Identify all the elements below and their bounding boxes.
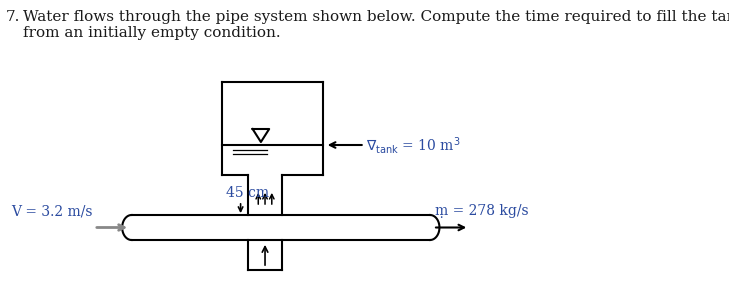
Text: $\nabla_{\rm tank}$ = 10 m$^3$: $\nabla_{\rm tank}$ = 10 m$^3$ — [366, 135, 461, 155]
Text: 7.: 7. — [6, 10, 20, 24]
Text: from an initially empty condition.: from an initially empty condition. — [23, 26, 280, 40]
Text: Water flows through the pipe system shown below. Compute the time required to fi: Water flows through the pipe system show… — [23, 10, 729, 24]
Text: 45 cm: 45 cm — [225, 186, 269, 200]
Text: V = 3.2 m/s: V = 3.2 m/s — [11, 204, 93, 218]
Text: ṃ = 278 kg/s: ṃ = 278 kg/s — [434, 204, 529, 218]
